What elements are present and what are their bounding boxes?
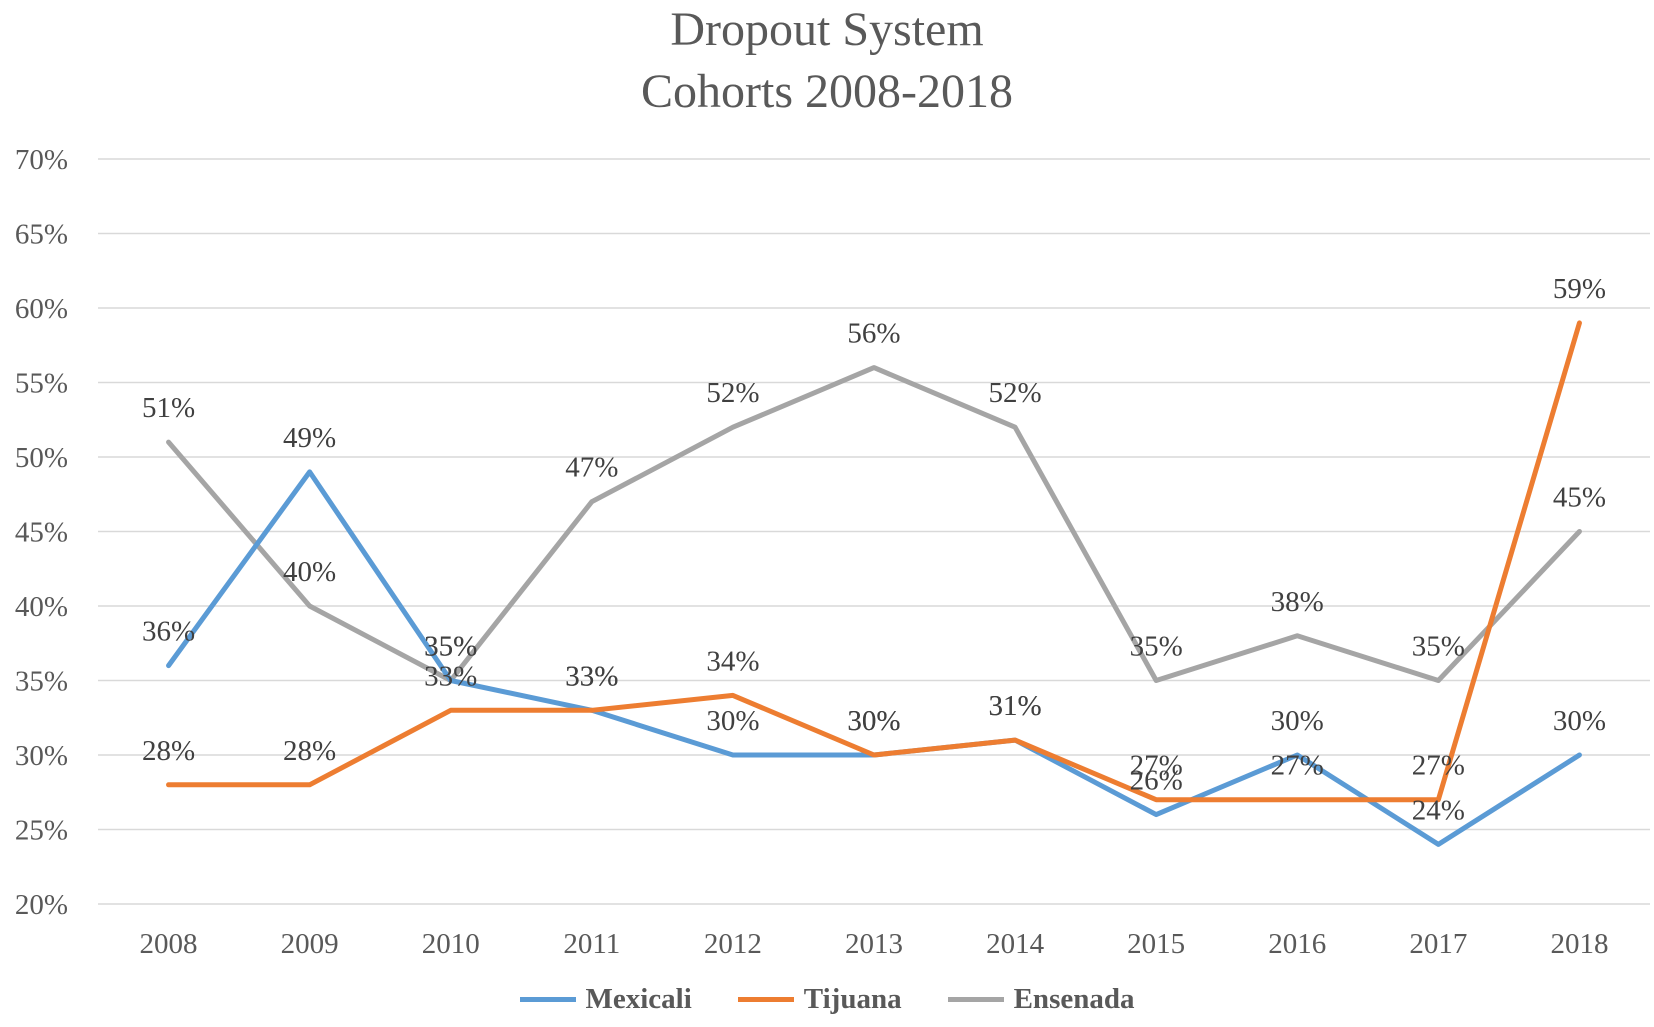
data-label-mexicali: 26% xyxy=(1130,765,1183,797)
data-label-mexicali: 36% xyxy=(142,616,195,648)
data-label-tijuana: 31% xyxy=(989,690,1042,722)
data-label-ensenada: 38% xyxy=(1271,586,1324,618)
data-label-ensenada: 52% xyxy=(989,377,1042,409)
y-tick-label: 55% xyxy=(15,368,68,400)
y-tick-label: 35% xyxy=(15,666,68,698)
data-label-mexicali: 30% xyxy=(1553,705,1606,737)
legend-item-mexicali: Mexicali xyxy=(519,983,692,1016)
chart-title-line-2: Cohorts 2008-2018 xyxy=(641,65,1013,118)
data-label-mexicali: 35% xyxy=(424,631,477,663)
legend: Mexicali Tijuana Ensenada xyxy=(0,983,1654,1016)
x-tick-label: 2012 xyxy=(704,928,762,960)
data-label-ensenada: 40% xyxy=(283,556,336,588)
y-tick-label: 45% xyxy=(15,517,68,549)
data-label-mexicali: 33% xyxy=(565,660,618,692)
legend-label-tijuana: Tijuana xyxy=(803,983,902,1015)
y-tick-label: 70% xyxy=(15,144,68,176)
legend-swatch-tijuana xyxy=(737,997,794,1002)
x-tick-label: 2008 xyxy=(140,928,198,960)
x-tick-label: 2010 xyxy=(422,928,480,960)
data-label-ensenada: 35% xyxy=(424,631,477,663)
data-label-ensenada: 52% xyxy=(706,377,759,409)
data-label-mexicali: 30% xyxy=(1271,705,1324,737)
data-label-mexicali: 30% xyxy=(847,705,900,737)
legend-item-ensenada: Ensenada xyxy=(947,983,1135,1016)
y-tick-label: 20% xyxy=(15,889,68,921)
data-label-tijuana: 30% xyxy=(847,705,900,737)
data-label-mexicali: 24% xyxy=(1412,794,1465,826)
data-label-ensenada: 45% xyxy=(1553,482,1606,514)
x-tick-label: 2017 xyxy=(1409,928,1467,960)
y-tick-label: 60% xyxy=(15,293,68,325)
data-label-ensenada: 47% xyxy=(565,452,618,484)
data-label-tijuana: 27% xyxy=(1412,750,1465,782)
legend-label-mexicali: Mexicali xyxy=(585,983,692,1015)
data-label-tijuana: 34% xyxy=(706,645,759,677)
data-label-tijuana: 27% xyxy=(1130,750,1183,782)
x-tick-label: 2014 xyxy=(986,928,1045,960)
x-tick-label: 2018 xyxy=(1550,928,1608,960)
data-label-mexicali: 49% xyxy=(283,422,336,454)
y-tick-label: 30% xyxy=(15,740,68,772)
legend-item-tijuana: Tijuana xyxy=(737,983,902,1016)
data-label-tijuana: 28% xyxy=(283,735,336,767)
data-label-tijuana: 28% xyxy=(142,735,195,767)
chart-title-line-1: Dropout System xyxy=(670,3,984,56)
series-line-ensenada xyxy=(166,365,1582,683)
y-tick-label: 65% xyxy=(15,219,68,251)
data-label-tijuana: 33% xyxy=(565,660,618,692)
x-tick-label: 2015 xyxy=(1127,928,1185,960)
data-label-ensenada: 56% xyxy=(847,318,900,350)
data-label-ensenada: 51% xyxy=(142,392,195,424)
y-tick-label: 25% xyxy=(15,815,68,847)
legend-swatch-mexicali xyxy=(519,997,576,1002)
data-label-mexicali: 30% xyxy=(706,705,759,737)
series-line-tijuana xyxy=(166,320,1582,803)
data-label-ensenada: 35% xyxy=(1130,631,1183,663)
data-label-mexicali: 31% xyxy=(989,690,1042,722)
data-label-tijuana: 27% xyxy=(1271,750,1324,782)
y-tick-label: 40% xyxy=(15,591,68,623)
data-label-tijuana: 33% xyxy=(424,660,477,692)
data-label-tijuana: 59% xyxy=(1553,273,1606,305)
legend-swatch-ensenada xyxy=(947,997,1004,1002)
x-tick-label: 2011 xyxy=(563,928,620,960)
x-tick-label: 2009 xyxy=(281,928,339,960)
x-tick-label: 2016 xyxy=(1268,928,1326,960)
x-tick-label: 2013 xyxy=(845,928,903,960)
y-tick-label: 50% xyxy=(15,442,68,474)
legend-label-ensenada: Ensenada xyxy=(1013,983,1135,1015)
data-label-ensenada: 35% xyxy=(1412,631,1465,663)
